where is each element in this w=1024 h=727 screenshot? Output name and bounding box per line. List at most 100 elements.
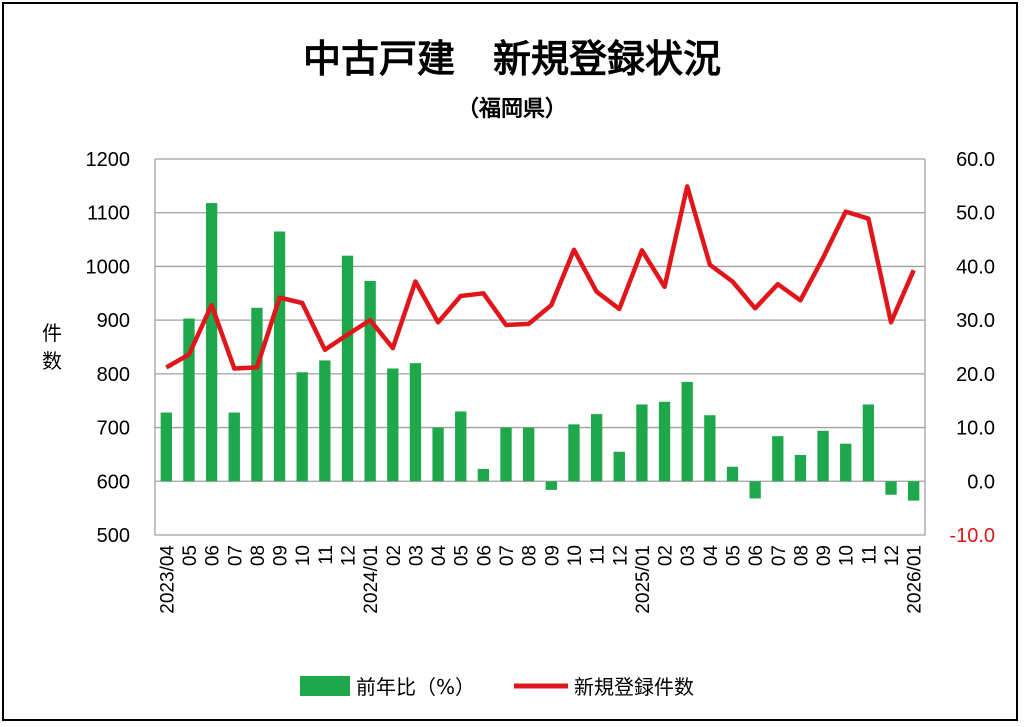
x-tick-label: 02 [384, 545, 405, 566]
bar [455, 411, 467, 482]
x-tick-label: 03 [406, 545, 427, 566]
x-tick-label: 11 [859, 545, 880, 565]
legend-line-label: 新規登録件数 [574, 675, 694, 699]
bar [749, 481, 761, 499]
x-tick-label: 03 [678, 545, 699, 566]
bar [817, 430, 829, 482]
bar [409, 363, 422, 482]
right-axis-ticks: -10.0 0.0 10.0 20.0 30.0 40.0 50.0 60.0 [949, 149, 995, 547]
y-axis-label: 件数 [42, 321, 62, 373]
x-tick-label: 11 [588, 545, 609, 565]
bar [590, 414, 603, 482]
x-tick-label: 08 [248, 545, 269, 566]
bar [432, 427, 444, 482]
x-tick-label: 06 [474, 545, 495, 566]
bar [704, 415, 716, 482]
bar-series [160, 203, 920, 501]
x-tick-label: 12 [882, 545, 903, 566]
x-tick-label: 09 [271, 545, 292, 566]
x-tick-label: 2024/01 [361, 545, 382, 614]
left-tick-label: 1100 [87, 203, 130, 225]
x-tick-label: 2026/01 [905, 545, 926, 614]
bar [477, 468, 490, 482]
right-tick-label: 20.0 [956, 364, 995, 386]
bar [228, 412, 240, 482]
right-tick-label: 10.0 [956, 418, 995, 440]
x-tick-label: 10 [837, 545, 858, 566]
left-tick-label: 600 [97, 471, 130, 493]
bar [613, 451, 625, 482]
x-tick-label: 10 [565, 545, 586, 566]
legend-bar-swatch [300, 676, 350, 696]
left-tick-label: 700 [97, 418, 130, 440]
x-tick-label: 06 [203, 545, 224, 566]
right-tick-label: 50.0 [956, 203, 995, 225]
right-tick-label: -10.0 [949, 525, 995, 547]
x-tick-label: 09 [814, 545, 835, 566]
x-tick-label: 07 [769, 545, 790, 566]
chart-subtitle: （福岡県） [457, 97, 567, 122]
right-tick-label: 0.0 [967, 471, 995, 493]
right-tick-label: 60.0 [956, 149, 995, 171]
x-tick-label: 04 [429, 545, 450, 567]
x-tick-label: 05 [452, 545, 473, 566]
left-tick-label: 500 [97, 525, 130, 547]
bar [183, 318, 195, 482]
bar [523, 427, 535, 482]
x-tick-label: 04 [701, 545, 722, 567]
line-series [165, 184, 916, 371]
y-axis-label-char: 数 [42, 349, 62, 373]
x-tick-label: 12 [339, 545, 360, 566]
gridlines [154, 158, 926, 536]
bar [681, 381, 693, 482]
left-tick-label: 800 [97, 364, 130, 386]
right-tick-label: 30.0 [956, 310, 995, 332]
x-tick-label: 09 [542, 545, 563, 566]
x-tick-label: 08 [520, 545, 541, 566]
x-tick-label: 07 [497, 545, 518, 566]
x-tick-label: 2025/01 [633, 545, 654, 614]
legend: 前年比（%） 新規登録件数 [300, 675, 694, 699]
x-tick-label: 07 [225, 545, 246, 566]
bar [568, 424, 580, 482]
y-axis-label-char: 件 [42, 321, 62, 345]
x-tick-label: 05 [724, 545, 745, 566]
x-tick-label: 2023/04 [157, 545, 178, 614]
chart-title: 中古戸建 新規登録状況 [303, 37, 721, 81]
bar [296, 372, 308, 482]
x-tick-label: 10 [293, 545, 314, 566]
bar [251, 307, 263, 482]
x-tick-label: 08 [791, 545, 812, 566]
bar [205, 203, 218, 482]
bar [387, 368, 399, 482]
left-tick-label: 1000 [86, 256, 131, 278]
x-tick-label: 06 [746, 545, 767, 566]
bar [636, 404, 648, 482]
x-tick-label: 12 [610, 545, 631, 566]
bar [364, 280, 376, 482]
bar [545, 481, 557, 490]
legend-bar-label: 前年比（%） [356, 675, 475, 699]
left-tick-label: 1200 [86, 149, 131, 171]
bar [341, 255, 354, 482]
bar [862, 404, 875, 482]
bar [908, 481, 920, 501]
bar [319, 360, 331, 482]
x-axis-ticks: 2023/04 05 06 07 08 09 10 11 12 2024/01 02 03 04 05 06… [157, 545, 925, 614]
x-tick-label: 02 [656, 545, 677, 566]
bar [160, 412, 172, 482]
bar [885, 481, 897, 495]
left-tick-label: 900 [97, 310, 130, 332]
line-path [165, 184, 916, 371]
bar [772, 436, 784, 482]
bar [840, 443, 852, 482]
bar [794, 454, 807, 482]
bar [500, 427, 512, 482]
bar [726, 466, 739, 482]
x-tick-label: 11 [316, 545, 337, 565]
bar [273, 231, 286, 482]
left-axis-ticks: 500 600 700 800 900 1000 1100 1200 [86, 149, 131, 547]
x-tick-label: 05 [180, 545, 201, 566]
